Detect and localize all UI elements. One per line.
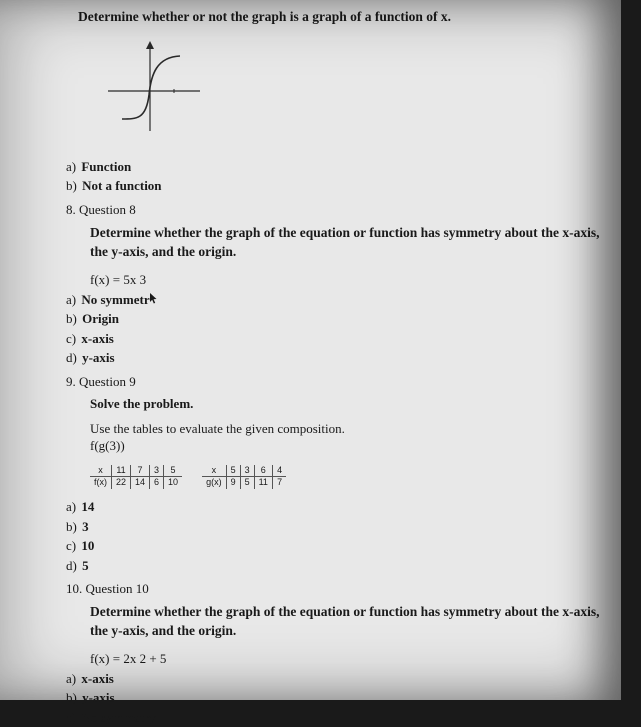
- worksheet-page: Determine whether or not the graph is a …: [0, 0, 621, 700]
- q8-option-b: b) Origin: [66, 309, 603, 329]
- y-arrow: [146, 41, 154, 49]
- q10-prompt: Determine whether the graph of the equat…: [90, 603, 603, 641]
- q8-option-a: a) No symmetr: [66, 290, 603, 310]
- q10-equation: f(x) = 2x 2 + 5: [90, 651, 603, 667]
- q8-option-c: c) x-axis: [66, 329, 603, 349]
- q7-option-a: a) Function: [66, 157, 603, 177]
- cursor-icon: [150, 294, 157, 305]
- q10-option-a: a) x-axis: [66, 669, 603, 689]
- q9-option-b: b) 3: [66, 517, 603, 537]
- q9-tables: x 11 7 3 5 f(x) 22 14 6 10 x 5: [90, 465, 603, 489]
- q9-prompt: Solve the problem.: [90, 396, 603, 412]
- curve: [122, 56, 180, 119]
- q10-number: 10. Question 10: [66, 581, 603, 597]
- q10-option-c: c) No symmetry: [66, 708, 603, 727]
- q7-option-b: b) Not a function: [66, 176, 603, 196]
- q7-graph: [102, 39, 603, 139]
- table-g: x 5 3 6 4 g(x) 9 5 11 7: [202, 465, 286, 489]
- q10-option-b: b) y-axis: [66, 688, 603, 708]
- q8-equation: f(x) = 5x 3: [90, 272, 603, 288]
- q9-option-d: d) 5: [66, 556, 603, 576]
- q9-option-c: c) 10: [66, 536, 603, 556]
- table-f: x 11 7 3 5 f(x) 22 14 6 10: [90, 465, 182, 489]
- q9-subtext: Use the tables to evaluate the given com…: [90, 420, 603, 455]
- q9-option-a: a) 14: [66, 497, 603, 517]
- q8-prompt: Determine whether the graph of the equat…: [90, 224, 603, 262]
- q7-prompt: Determine whether or not the graph is a …: [78, 8, 603, 27]
- q8-option-d: d) y-axis: [66, 348, 603, 368]
- q9-number: 9. Question 9: [66, 374, 603, 390]
- q8-number: 8. Question 8: [66, 202, 603, 218]
